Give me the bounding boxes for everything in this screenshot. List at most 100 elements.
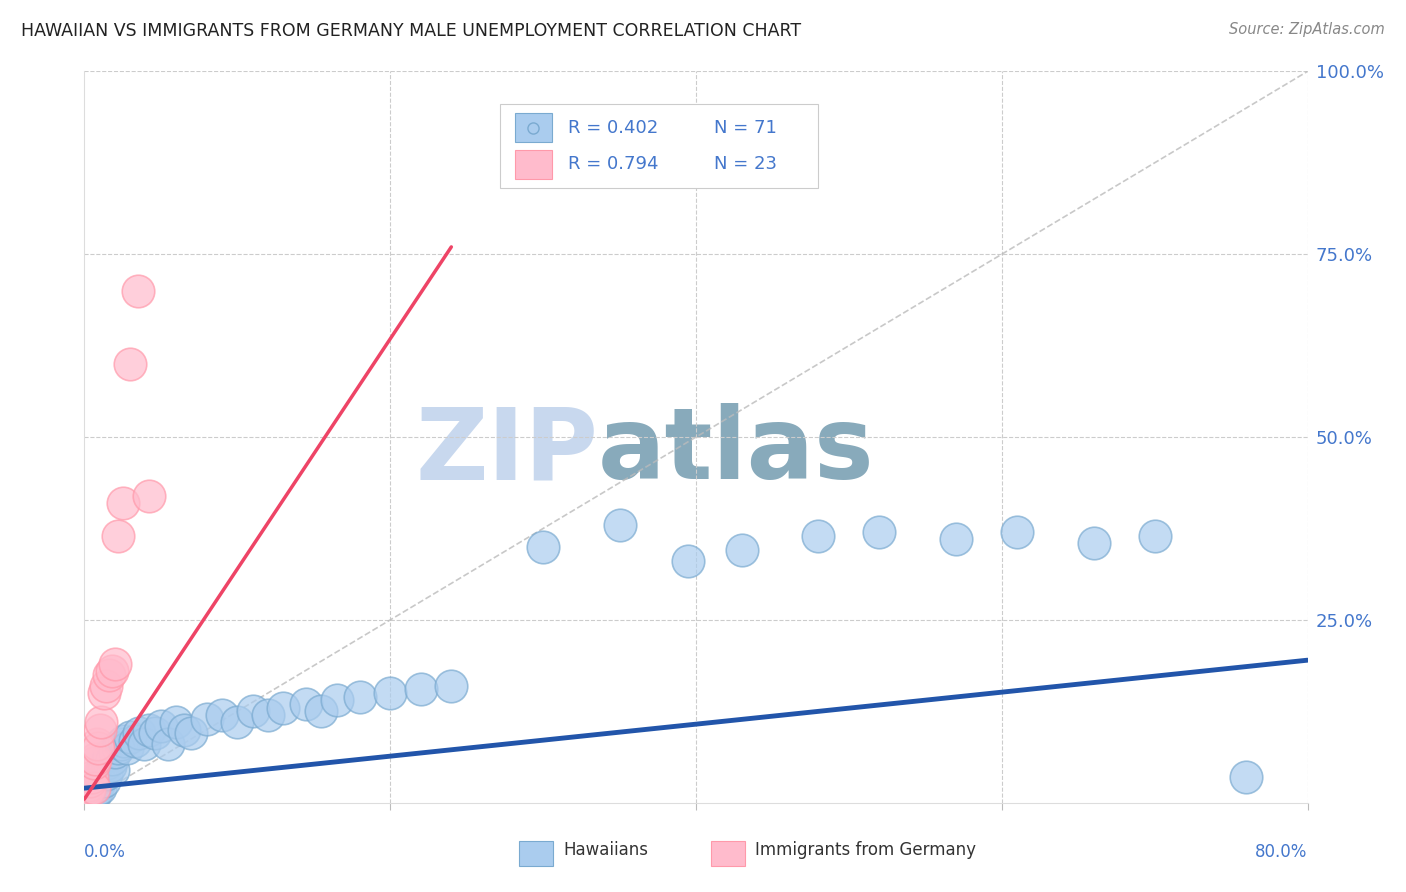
Text: Source: ZipAtlas.com: Source: ZipAtlas.com bbox=[1229, 22, 1385, 37]
Point bbox=[104, 745, 127, 759]
Point bbox=[84, 787, 107, 801]
Point bbox=[93, 773, 115, 788]
Point bbox=[111, 496, 134, 510]
Point bbox=[295, 697, 318, 711]
Text: R = 0.402: R = 0.402 bbox=[568, 119, 658, 136]
Point bbox=[89, 766, 111, 780]
Point bbox=[211, 708, 233, 723]
Point bbox=[132, 737, 155, 751]
Text: Hawaiians: Hawaiians bbox=[564, 841, 648, 859]
Point bbox=[107, 740, 129, 755]
Text: 0.0%: 0.0% bbox=[84, 843, 127, 861]
Point bbox=[807, 529, 830, 543]
Point bbox=[165, 715, 187, 730]
Y-axis label: Male Unemployment: Male Unemployment bbox=[0, 351, 8, 524]
Point bbox=[93, 763, 115, 777]
Point bbox=[128, 726, 150, 740]
Point bbox=[83, 778, 105, 792]
Point bbox=[120, 357, 142, 371]
Point bbox=[242, 705, 264, 719]
Point bbox=[731, 543, 754, 558]
Point bbox=[173, 723, 195, 737]
Point bbox=[138, 723, 160, 737]
FancyBboxPatch shape bbox=[515, 150, 551, 179]
Point bbox=[96, 756, 118, 770]
Point bbox=[107, 529, 129, 543]
Point bbox=[97, 667, 120, 681]
Point bbox=[110, 737, 132, 751]
Point bbox=[311, 705, 333, 719]
FancyBboxPatch shape bbox=[710, 841, 745, 866]
Point bbox=[86, 782, 108, 797]
Point bbox=[89, 781, 111, 796]
Point bbox=[87, 778, 110, 792]
Point bbox=[97, 748, 120, 763]
FancyBboxPatch shape bbox=[515, 113, 551, 143]
Text: Immigrants from Germany: Immigrants from Germany bbox=[755, 841, 976, 859]
Point bbox=[531, 540, 554, 554]
Point bbox=[77, 778, 100, 792]
Point bbox=[1236, 770, 1258, 784]
Point bbox=[89, 723, 111, 737]
Point bbox=[945, 533, 967, 547]
FancyBboxPatch shape bbox=[519, 841, 553, 866]
Point bbox=[149, 719, 172, 733]
Point bbox=[76, 785, 98, 799]
Point bbox=[84, 752, 107, 766]
Point bbox=[138, 489, 160, 503]
Point bbox=[609, 517, 631, 532]
Text: HAWAIIAN VS IMMIGRANTS FROM GERMANY MALE UNEMPLOYMENT CORRELATION CHART: HAWAIIAN VS IMMIGRANTS FROM GERMANY MALE… bbox=[21, 22, 801, 40]
Point bbox=[75, 789, 97, 803]
Point bbox=[77, 778, 100, 792]
Text: atlas: atlas bbox=[598, 403, 875, 500]
Point bbox=[120, 730, 142, 744]
Point bbox=[87, 740, 110, 755]
Point bbox=[440, 679, 463, 693]
Point bbox=[112, 733, 135, 747]
Point bbox=[80, 789, 103, 803]
Point bbox=[90, 770, 112, 784]
Point bbox=[84, 773, 107, 788]
Text: N = 71: N = 71 bbox=[714, 119, 778, 136]
Point bbox=[124, 733, 146, 747]
Point bbox=[80, 780, 103, 794]
Point bbox=[127, 284, 149, 298]
Point bbox=[380, 686, 402, 700]
Point bbox=[93, 686, 115, 700]
Point bbox=[157, 737, 180, 751]
Point bbox=[80, 773, 103, 788]
Point bbox=[87, 770, 110, 784]
Point bbox=[257, 708, 280, 723]
Point bbox=[91, 759, 114, 773]
Point bbox=[143, 726, 166, 740]
Text: N = 23: N = 23 bbox=[714, 155, 778, 173]
Point bbox=[349, 690, 371, 704]
Point bbox=[84, 781, 107, 796]
FancyBboxPatch shape bbox=[501, 104, 818, 188]
Point bbox=[83, 781, 105, 796]
Point bbox=[271, 700, 294, 714]
Point bbox=[869, 525, 891, 540]
Point bbox=[77, 787, 100, 801]
Point bbox=[226, 715, 249, 730]
Point bbox=[103, 763, 125, 777]
Point bbox=[409, 682, 432, 697]
Point bbox=[79, 773, 101, 788]
Point bbox=[115, 740, 138, 755]
Point bbox=[94, 766, 117, 780]
Text: ZIP: ZIP bbox=[415, 403, 598, 500]
Point bbox=[77, 782, 100, 797]
Point bbox=[79, 789, 101, 804]
Point bbox=[101, 752, 124, 766]
Point bbox=[101, 664, 124, 678]
Point bbox=[76, 781, 98, 796]
Point bbox=[80, 770, 103, 784]
Point bbox=[83, 756, 105, 770]
Point bbox=[79, 782, 101, 797]
Point bbox=[94, 679, 117, 693]
Point bbox=[86, 775, 108, 789]
Point bbox=[83, 785, 105, 799]
Point bbox=[1143, 529, 1166, 543]
Text: R = 0.794: R = 0.794 bbox=[568, 155, 658, 173]
Point bbox=[86, 737, 108, 751]
